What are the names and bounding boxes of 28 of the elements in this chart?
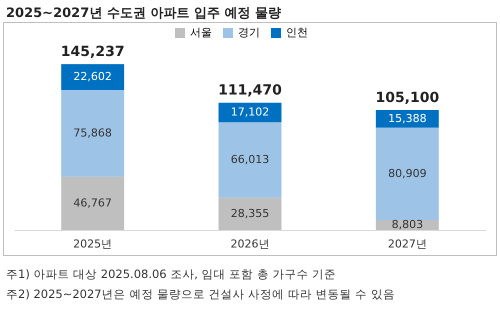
bar xyxy=(61,90,124,177)
bar xyxy=(61,64,124,90)
data-label: 28,355 xyxy=(230,206,270,220)
total-label: 105,100 xyxy=(375,90,440,106)
bar xyxy=(376,128,439,220)
text: 주2) 2025~2027년은 예정 물량으로 건설사 사정에 따라 변동될 수 있음 xyxy=(6,286,396,303)
data-label: 66,013 xyxy=(230,152,270,166)
data-label: 17,102 xyxy=(230,105,270,118)
bar xyxy=(61,176,124,230)
data-label: 75,868 xyxy=(73,126,112,140)
total-label: 145,237 xyxy=(60,44,125,60)
x-tick-label: 2026년 xyxy=(230,238,270,250)
bar xyxy=(218,102,282,122)
bar xyxy=(218,122,282,198)
data-label: 22,602 xyxy=(73,70,112,84)
data-label: 80,909 xyxy=(388,166,427,180)
bar xyxy=(218,198,282,230)
x-tick-label: 2025년 xyxy=(73,238,112,250)
legend-label: 인천 xyxy=(286,26,308,39)
data-label: 46,767 xyxy=(73,196,112,210)
chart-title: 2025~2027년 수도권 아파트 입주 예정 물량 xyxy=(5,5,282,22)
legend-label: 경기 xyxy=(238,26,260,39)
total-label: 111,470 xyxy=(218,82,282,99)
x-tick-label: 2027년 xyxy=(388,238,427,250)
text: 주1) 아파트 대상 2025.08.06 조사, 임대 포함 총 가구수 기준 xyxy=(6,266,338,283)
data-label: 15,388 xyxy=(388,112,427,125)
legend-label: 서울 xyxy=(190,26,212,39)
data-label: 8,803 xyxy=(392,218,424,231)
